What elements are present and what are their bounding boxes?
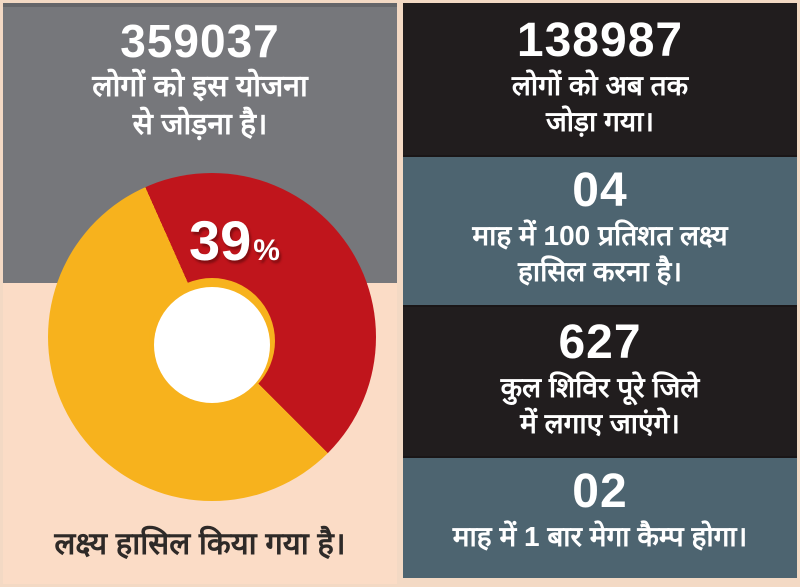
stat-line: में लगाए जाएंगे। bbox=[520, 408, 680, 440]
stat-box-mega-camp: 02 माह में 1 बार मेगा कैम्प होगा। bbox=[403, 458, 797, 578]
percent-sign: % bbox=[253, 234, 280, 267]
stat-line: माह में 100 प्रतिशत लक्ष्य bbox=[472, 219, 728, 251]
right-column: 138987 लोगों को अब तक जोड़ा गया। 04 माह … bbox=[403, 3, 797, 584]
stat-box-months-target: 04 माह में 100 प्रतिशत लक्ष्य हासिल करना… bbox=[403, 157, 797, 305]
divider bbox=[403, 456, 797, 458]
stat-number: 04 bbox=[572, 164, 628, 217]
stat-line: कुल शिविर पूरे जिले bbox=[500, 371, 700, 403]
bottom-spacer bbox=[403, 578, 797, 584]
divider bbox=[403, 155, 797, 157]
stat-number: 627 bbox=[558, 316, 642, 369]
percent-value: 39 bbox=[189, 209, 252, 272]
percent-label: 39 % bbox=[189, 213, 280, 269]
stat-number: 138987 bbox=[516, 14, 684, 67]
target-line2: से जोड़ना है। bbox=[132, 108, 268, 142]
target-number: 359037 bbox=[120, 15, 280, 67]
stat-number: 02 bbox=[572, 465, 628, 518]
stat-line: माह में 1 बार मेगा कैम्प होगा। bbox=[452, 520, 748, 552]
divider bbox=[403, 305, 797, 307]
achieved-caption: लक्ष्य हासिल किया गया है। bbox=[54, 526, 346, 561]
stat-line: जोड़ा गया। bbox=[546, 106, 654, 138]
stat-box-total-camps: 627 कुल शिविर पूरे जिले में लगाए जाएंगे। bbox=[403, 307, 797, 456]
left-column: 359037 लोगों को इस योजना से जोड़ना है। 3… bbox=[3, 3, 397, 584]
stat-line: हासिल करना है। bbox=[517, 256, 683, 288]
target-line1: लोगों को इस योजना bbox=[92, 69, 308, 103]
donut-chart bbox=[48, 173, 376, 501]
stat-box-joined: 138987 लोगों को अब तक जोड़ा गया। bbox=[403, 3, 797, 155]
stat-line: लोगों को अब तक bbox=[511, 69, 689, 101]
donut-hole bbox=[154, 287, 270, 403]
